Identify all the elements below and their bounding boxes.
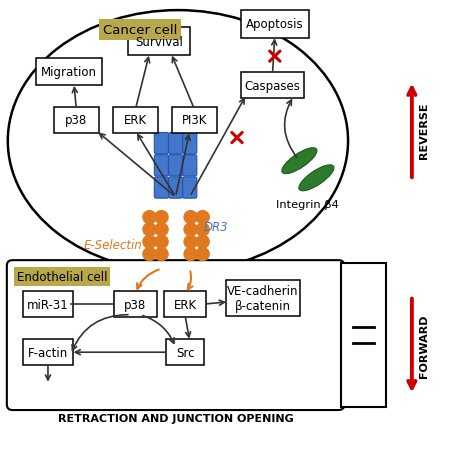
Text: E-Selectin: E-Selectin (83, 239, 142, 252)
FancyBboxPatch shape (113, 108, 158, 134)
Circle shape (143, 211, 156, 224)
FancyBboxPatch shape (341, 264, 386, 407)
Ellipse shape (282, 148, 317, 174)
FancyBboxPatch shape (23, 339, 73, 365)
FancyBboxPatch shape (172, 108, 217, 134)
Text: DR3: DR3 (204, 220, 228, 233)
Ellipse shape (299, 165, 334, 191)
Text: VE-cadherin
β-catenin: VE-cadherin β-catenin (227, 284, 299, 313)
Circle shape (184, 248, 197, 261)
FancyBboxPatch shape (182, 177, 197, 199)
Text: Survival: Survival (135, 36, 183, 49)
Circle shape (155, 211, 168, 224)
FancyBboxPatch shape (54, 108, 99, 134)
Circle shape (184, 211, 197, 224)
Text: Migration: Migration (41, 66, 97, 79)
FancyBboxPatch shape (168, 133, 182, 154)
FancyBboxPatch shape (166, 339, 204, 365)
Text: Src: Src (176, 346, 194, 359)
Text: PI3K: PI3K (182, 114, 207, 127)
FancyBboxPatch shape (155, 155, 168, 176)
Text: miR-31: miR-31 (27, 298, 69, 311)
Circle shape (143, 236, 156, 249)
Circle shape (196, 224, 209, 237)
FancyBboxPatch shape (36, 58, 102, 86)
FancyBboxPatch shape (240, 73, 304, 99)
Circle shape (196, 248, 209, 261)
Circle shape (196, 211, 209, 224)
FancyBboxPatch shape (7, 261, 344, 410)
FancyBboxPatch shape (128, 28, 190, 56)
Text: RETRACTION AND JUNCTION OPENING: RETRACTION AND JUNCTION OPENING (58, 413, 293, 424)
Text: Integrin β4: Integrin β4 (275, 199, 338, 209)
Circle shape (155, 248, 168, 261)
FancyBboxPatch shape (114, 292, 156, 317)
Text: ERK: ERK (124, 114, 147, 127)
Ellipse shape (8, 11, 348, 272)
Circle shape (196, 236, 209, 249)
Text: REVERSE: REVERSE (419, 103, 428, 159)
FancyBboxPatch shape (23, 292, 73, 317)
FancyBboxPatch shape (168, 177, 182, 199)
Text: ERK: ERK (173, 298, 197, 311)
FancyBboxPatch shape (227, 281, 300, 316)
FancyBboxPatch shape (168, 155, 182, 176)
Text: Endothelial cell: Endothelial cell (17, 270, 108, 283)
FancyBboxPatch shape (155, 177, 168, 199)
Text: FORWARD: FORWARD (419, 314, 428, 378)
FancyBboxPatch shape (155, 133, 168, 154)
Circle shape (155, 236, 168, 249)
Text: Cancer cell: Cancer cell (103, 24, 177, 37)
Text: p38: p38 (65, 114, 87, 127)
Text: p38: p38 (124, 298, 146, 311)
Circle shape (143, 224, 156, 237)
FancyBboxPatch shape (182, 133, 197, 154)
Circle shape (155, 224, 168, 237)
FancyBboxPatch shape (240, 11, 309, 38)
Text: F-actin: F-actin (28, 346, 68, 359)
FancyBboxPatch shape (182, 155, 197, 176)
Circle shape (143, 248, 156, 261)
Text: Caspases: Caspases (245, 80, 301, 93)
Circle shape (184, 224, 197, 237)
Circle shape (184, 236, 197, 249)
FancyBboxPatch shape (164, 292, 206, 317)
Text: Apoptosis: Apoptosis (246, 18, 304, 31)
